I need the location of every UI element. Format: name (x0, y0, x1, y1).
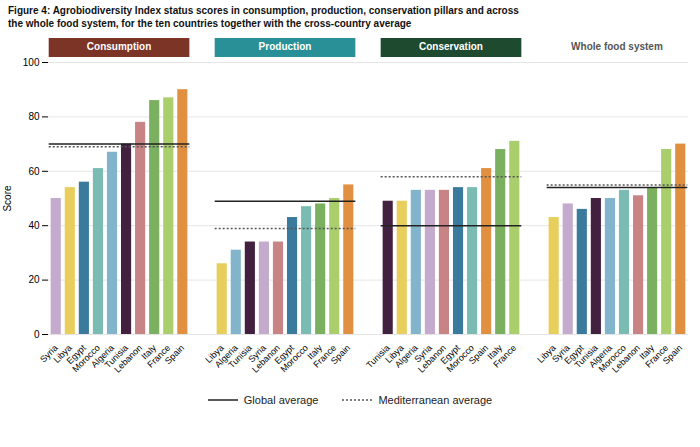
svg-text:Morocco: Morocco (444, 342, 476, 375)
svg-text:60: 60 (28, 166, 40, 177)
svg-text:Tunisia: Tunisia (572, 342, 600, 371)
svg-text:Spain: Spain (163, 343, 186, 366)
svg-text:Algeria: Algeria (587, 342, 614, 370)
svg-text:Conservation: Conservation (419, 41, 483, 52)
svg-text:100: 100 (23, 57, 40, 68)
svg-text:Syria: Syria (38, 342, 60, 365)
svg-text:Italy: Italy (139, 342, 159, 362)
svg-text:Tunisia: Tunisia (226, 342, 254, 371)
html-text:the whole food system, for the: the whole food system, for the ten count… (8, 18, 412, 29)
svg-text:France: France (145, 342, 173, 370)
svg-text:80: 80 (28, 111, 40, 122)
svg-text:Egypt: Egypt (438, 342, 462, 367)
html-text:Figure 4: Agrobiodiversity Ind: Figure 4: Agrobiodiversity Index status … (8, 5, 519, 16)
svg-text:Egypt: Egypt (562, 342, 586, 367)
svg-text:France: France (643, 342, 671, 370)
svg-text:Morocco: Morocco (70, 342, 102, 375)
svg-text:Tunisia: Tunisia (102, 342, 130, 371)
svg-text:Spain: Spain (329, 343, 352, 366)
svg-text:Algeria: Algeria (89, 342, 116, 370)
svg-text:Morocco: Morocco (596, 342, 628, 375)
svg-text:Egypt: Egypt (272, 342, 296, 367)
svg-text:Score: Score (2, 185, 13, 212)
svg-text:Lebanon: Lebanon (250, 342, 282, 375)
svg-text:Whole food system: Whole food system (571, 41, 663, 52)
svg-text:Libya: Libya (535, 342, 558, 365)
svg-text:Lebanon: Lebanon (112, 343, 144, 375)
svg-text:Italy: Italy (485, 342, 505, 362)
svg-text:France: France (311, 342, 339, 370)
svg-text:Tunisia: Tunisia (364, 342, 392, 371)
svg-text:Algeria: Algeria (392, 342, 420, 370)
svg-text:Production: Production (259, 41, 312, 52)
svg-text:Spain: Spain (661, 343, 684, 366)
svg-text:Syria: Syria (246, 342, 268, 365)
svg-text:0: 0 (34, 329, 40, 340)
svg-text:Lebanon: Lebanon (416, 342, 448, 375)
html-text:Global average: Global average (243, 394, 319, 406)
svg-text:Egypt: Egypt (64, 342, 88, 367)
svg-text:Libya: Libya (51, 342, 74, 365)
svg-text:Morocco: Morocco (279, 343, 310, 374)
svg-text:20: 20 (28, 274, 40, 285)
svg-text:Libya: Libya (383, 342, 406, 365)
svg-text:40: 40 (28, 220, 40, 231)
html-text:Mediterranean average: Mediterranean average (378, 394, 493, 406)
svg-text:Syria: Syria (412, 342, 434, 365)
svg-text:Syria: Syria (550, 342, 572, 365)
svg-text:Spain: Spain (466, 342, 491, 367)
svg-text:Algeria: Algeria (212, 342, 240, 370)
svg-text:Lebanon: Lebanon (610, 343, 642, 375)
svg-text:France: France (491, 343, 518, 370)
svg-text:Italy: Italy (637, 342, 657, 362)
svg-text:Libya: Libya (203, 342, 226, 365)
svg-text:Italy: Italy (305, 342, 325, 362)
svg-text:Consumption: Consumption (87, 41, 151, 52)
